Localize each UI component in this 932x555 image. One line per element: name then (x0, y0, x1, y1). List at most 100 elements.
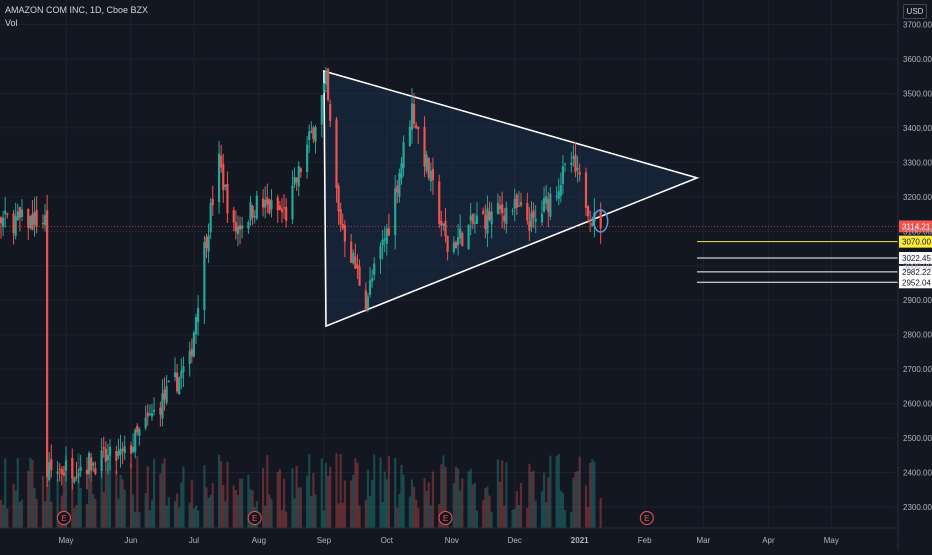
candle-body (237, 226, 239, 234)
volume-bar (73, 508, 75, 528)
candle-body (373, 264, 375, 275)
y-tick-label: 3300.00 (903, 158, 932, 167)
volume-bar (191, 480, 193, 528)
volume-bar (33, 488, 35, 528)
volume-bar (12, 484, 14, 528)
candle-body (298, 166, 300, 186)
volume-bar (277, 472, 279, 528)
candle-body (59, 469, 61, 470)
candle-body (149, 414, 151, 415)
candle-body (105, 449, 107, 462)
volume-bar (283, 479, 285, 528)
volume-bar (593, 462, 595, 528)
candle-body (314, 127, 316, 141)
candle-body (572, 157, 574, 159)
candle-body (88, 453, 90, 474)
volume-bar (589, 463, 591, 528)
volume-bar (182, 467, 184, 528)
volume-bar (268, 495, 270, 528)
candle-body (266, 197, 268, 204)
candle-body (0, 217, 2, 223)
y-tick-label: 3500.00 (903, 89, 932, 98)
candle-body (340, 209, 342, 224)
volume-bar (486, 486, 488, 528)
volume-bar (398, 494, 400, 528)
volume-bar (124, 489, 126, 528)
volume-bar (212, 483, 214, 528)
volume-bar (530, 472, 532, 528)
volume-bar (411, 479, 413, 528)
volume-bar (340, 454, 342, 528)
volume-bar (176, 494, 178, 528)
earnings-label: E (443, 514, 448, 523)
candle-body (151, 413, 153, 417)
candle-body (386, 229, 388, 244)
volume-bar (585, 486, 587, 528)
volume-bar (528, 464, 530, 528)
candle-body (467, 225, 469, 250)
volume-bar (193, 508, 195, 528)
candle-body (168, 381, 170, 382)
volume-bar (262, 468, 264, 528)
x-tick-label: Aug (252, 536, 266, 545)
candle-body (526, 203, 528, 221)
candle-body (285, 207, 287, 221)
candle-body (402, 142, 404, 168)
candle-body (281, 209, 283, 213)
candle-body (453, 242, 455, 252)
volume-bar (367, 470, 369, 528)
candle-body (224, 185, 226, 187)
volume-bar (505, 463, 507, 528)
candle-body (279, 206, 281, 210)
candle-body (92, 463, 94, 466)
candle-body (528, 221, 530, 230)
volume-bar (149, 510, 151, 528)
volume-bar (2, 505, 4, 528)
currency-button[interactable]: USD (903, 4, 927, 19)
volume-bar (386, 479, 388, 528)
volume-bar (482, 500, 484, 528)
candle-body (178, 377, 180, 394)
volume-label: Vol (5, 18, 18, 28)
candle-body (31, 214, 33, 230)
volume-bar (572, 478, 574, 528)
candle-body (235, 222, 237, 231)
volume-bar (457, 468, 459, 528)
volume-bar (314, 495, 316, 528)
volume-bar (526, 508, 528, 528)
volume-bar (342, 503, 344, 528)
candle-body (42, 223, 44, 224)
volume-bar (426, 491, 428, 528)
x-tick-label: 2021 (571, 536, 589, 545)
candle-body (262, 199, 264, 208)
volume-bar (174, 501, 176, 528)
x-tick-label: May (824, 536, 839, 545)
candle-body (413, 104, 415, 124)
candle-body (264, 200, 266, 208)
candle-body (558, 191, 560, 199)
candle-body (501, 204, 503, 213)
volume-bar (308, 454, 310, 528)
candle-body (564, 163, 566, 164)
candle-body (270, 200, 272, 209)
x-tick-label: Oct (381, 536, 394, 545)
x-tick-label: Jul (189, 536, 199, 545)
candle-body (577, 168, 579, 170)
volume-bar (180, 482, 182, 528)
level-label: 3070.00 (902, 238, 931, 247)
candle-body (86, 470, 88, 475)
volume-bar (461, 478, 463, 528)
volume-bar (532, 471, 534, 528)
volume-bar (145, 493, 147, 528)
candle-body (476, 216, 478, 224)
candle-body (447, 236, 449, 252)
candle-body (426, 155, 428, 171)
volume-bar (558, 454, 560, 528)
candle-body (505, 208, 507, 224)
volume-bar (384, 471, 386, 528)
candle-body (545, 196, 547, 203)
candle-body (254, 216, 256, 217)
